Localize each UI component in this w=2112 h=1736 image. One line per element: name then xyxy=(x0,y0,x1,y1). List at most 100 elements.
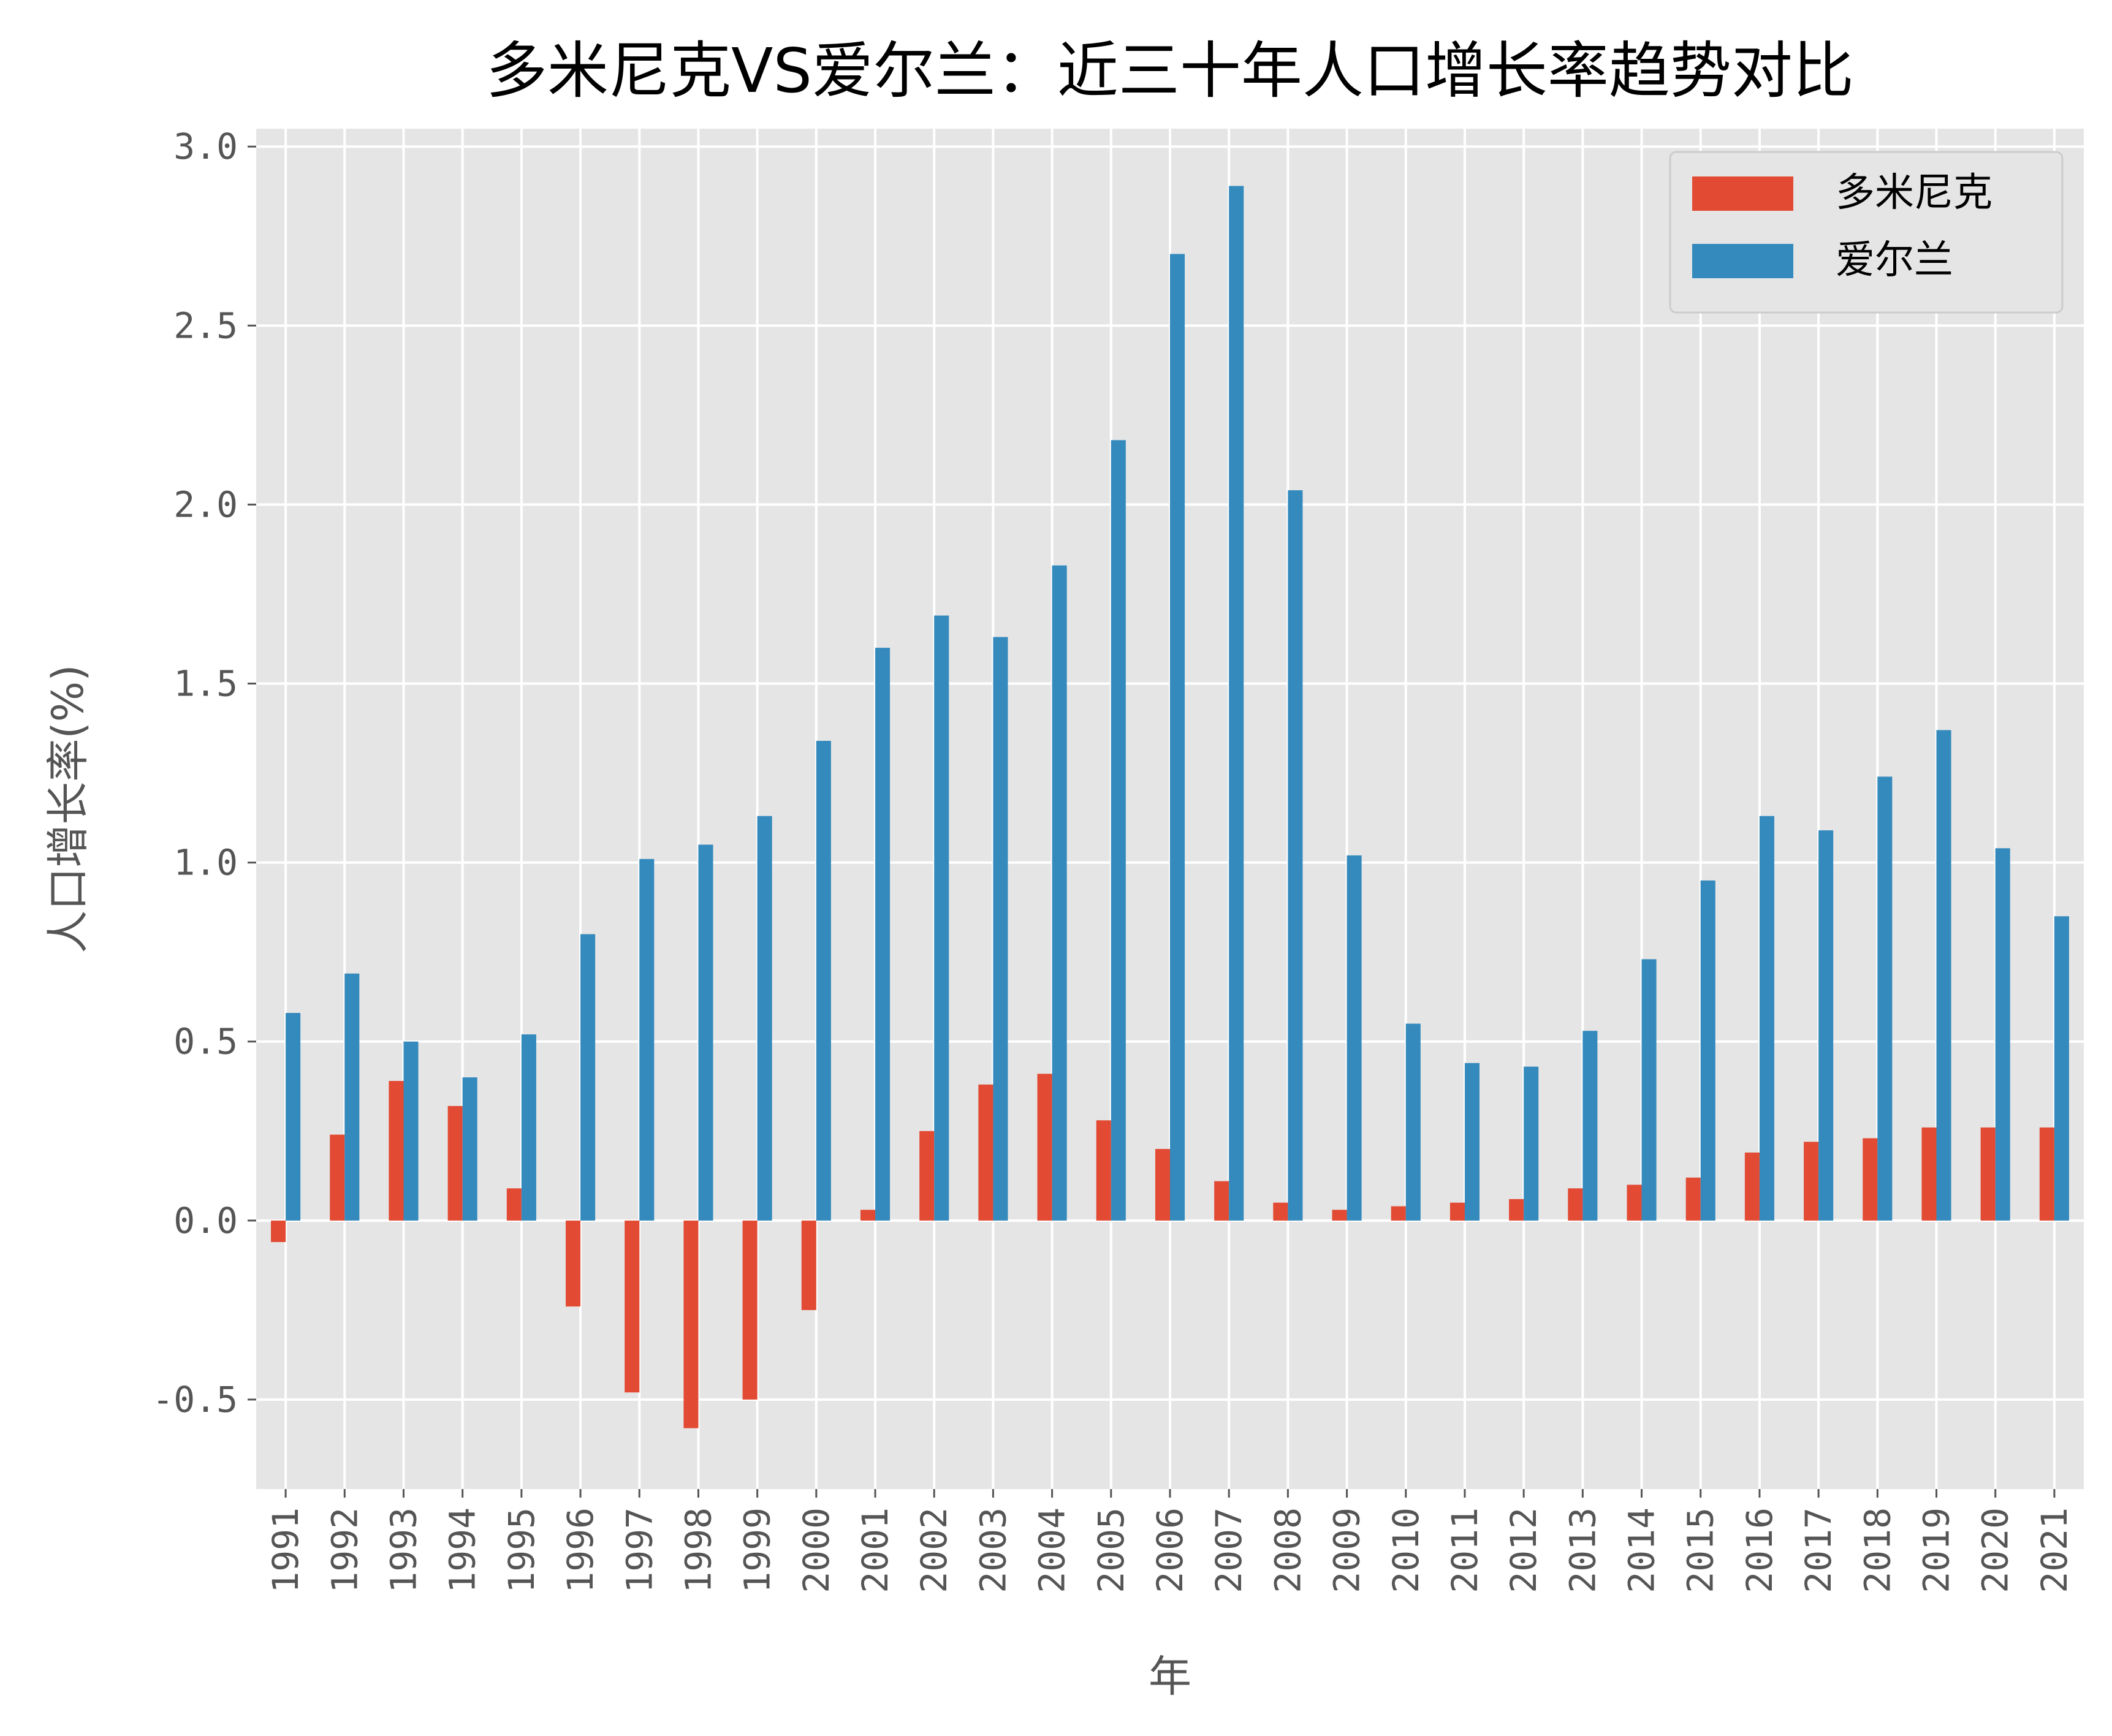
bar-ireland-1996 xyxy=(580,934,596,1221)
y-tick-label: -0.5 xyxy=(152,1379,238,1420)
x-tick-label: 2003 xyxy=(972,1507,1014,1593)
bar-ireland-2016 xyxy=(1759,816,1774,1221)
bar-dominica-1999 xyxy=(742,1220,758,1400)
bar-dominica-2017 xyxy=(1804,1142,1819,1221)
legend: 多米尼克 爱尔兰 xyxy=(1669,151,2064,314)
bar-dominica-2010 xyxy=(1391,1206,1406,1221)
bar-dominica-2014 xyxy=(1627,1184,1642,1221)
bar-dominica-1991 xyxy=(271,1220,286,1242)
y-tick-label: 3.0 xyxy=(173,126,238,167)
x-axis-label: 年 xyxy=(1149,1651,1191,1702)
bar-dominica-2000 xyxy=(801,1220,816,1310)
bar-ireland-1995 xyxy=(521,1034,536,1221)
bar-dominica-2007 xyxy=(1214,1181,1229,1221)
bar-ireland-2000 xyxy=(816,741,831,1221)
bar-dominica-1998 xyxy=(683,1220,699,1428)
y-axis-label: 人口增长率(%) xyxy=(43,664,93,953)
x-tick-label: 2000 xyxy=(796,1507,837,1593)
bar-ireland-2009 xyxy=(1347,855,1362,1221)
bar-ireland-2007 xyxy=(1229,186,1244,1221)
y-tick-label: 1.0 xyxy=(173,842,238,884)
y-tick-label: 1.5 xyxy=(173,663,238,705)
bar-dominica-1992 xyxy=(330,1134,345,1221)
bar-ireland-2020 xyxy=(1995,848,2010,1221)
legend-swatch-ireland xyxy=(1692,244,1793,278)
x-tick-label: 2016 xyxy=(1739,1507,1780,1593)
bar-ireland-2003 xyxy=(993,637,1008,1221)
x-tick-label: 2005 xyxy=(1090,1507,1132,1593)
legend-label-dominica: 多米尼克 xyxy=(1836,170,1992,216)
bar-ireland-2010 xyxy=(1405,1023,1421,1221)
bar-dominica-2021 xyxy=(2039,1127,2054,1221)
legend-label-ireland: 爱尔兰 xyxy=(1836,238,1953,283)
bar-ireland-1999 xyxy=(757,816,772,1221)
x-tick-label: 2015 xyxy=(1680,1507,1722,1593)
x-tick-label: 2001 xyxy=(854,1507,896,1593)
bar-ireland-2011 xyxy=(1464,1063,1480,1221)
bar-ireland-2017 xyxy=(1818,830,1834,1221)
x-tick-label: 2021 xyxy=(2034,1507,2075,1593)
bar-ireland-1998 xyxy=(698,844,713,1221)
bar-dominica-1996 xyxy=(566,1220,581,1307)
y-tick-label: 2.0 xyxy=(173,483,238,525)
x-tick-label: 1991 xyxy=(265,1507,306,1593)
ticks: -0.5 0.0 0.5 1.0 1.5 2.0 2.5 3.0 1991 1992 1993 199… xyxy=(152,126,2075,1593)
bar-dominica-2020 xyxy=(1980,1127,1996,1221)
x-tick-label: 2017 xyxy=(1798,1507,1839,1593)
bar-dominica-2018 xyxy=(1863,1138,1878,1221)
bar-ireland-2005 xyxy=(1111,440,1126,1221)
bar-dominica-2004 xyxy=(1037,1074,1052,1221)
bar-dominica-2001 xyxy=(860,1210,876,1221)
bar-ireland-2008 xyxy=(1288,490,1303,1221)
x-tick-label: 2010 xyxy=(1385,1507,1427,1593)
bar-dominica-2008 xyxy=(1273,1202,1288,1221)
bar-dominica-1993 xyxy=(389,1081,404,1221)
bar-ireland-1992 xyxy=(344,973,360,1221)
y-tick-label: 2.5 xyxy=(173,305,238,346)
legend-swatch-dominica xyxy=(1692,176,1793,211)
bar-dominica-1997 xyxy=(625,1220,640,1393)
x-tick-label: 2011 xyxy=(1444,1507,1486,1593)
bar-dominica-2016 xyxy=(1744,1152,1760,1221)
x-tick-label: 1995 xyxy=(501,1507,542,1593)
x-tick-label: 1994 xyxy=(442,1507,484,1593)
bar-dominica-2012 xyxy=(1509,1199,1524,1221)
x-tick-label: 1998 xyxy=(677,1507,719,1593)
bars xyxy=(271,186,2069,1428)
x-tick-label: 2007 xyxy=(1208,1507,1250,1593)
bar-dominica-2005 xyxy=(1096,1120,1111,1221)
x-tick-label: 2019 xyxy=(1916,1507,1958,1593)
chart-title: 多米尼克VS爱尔兰：近三十年人口增长率趋势对比 xyxy=(486,35,1854,107)
bar-ireland-1993 xyxy=(403,1041,419,1221)
bar-ireland-2002 xyxy=(934,615,949,1221)
x-tick-label: 1992 xyxy=(324,1507,365,1593)
bar-dominica-2015 xyxy=(1685,1177,1701,1221)
bar-dominica-2011 xyxy=(1449,1202,1465,1221)
bar-ireland-1994 xyxy=(462,1077,477,1221)
bar-ireland-2019 xyxy=(1936,730,1951,1221)
bar-dominica-2003 xyxy=(978,1084,993,1221)
bar-ireland-1991 xyxy=(286,1013,301,1221)
x-tick-label: 2014 xyxy=(1621,1507,1663,1593)
x-tick-label: 2008 xyxy=(1267,1507,1309,1593)
y-tick-label: 0.0 xyxy=(173,1200,238,1241)
bar-ireland-2001 xyxy=(875,648,891,1221)
bar-ireland-2004 xyxy=(1052,565,1067,1221)
bar-dominica-2019 xyxy=(1921,1127,1937,1221)
y-tick-label: 0.5 xyxy=(173,1021,238,1063)
bar-dominica-2006 xyxy=(1155,1149,1170,1221)
bar-ireland-2006 xyxy=(1170,254,1185,1221)
bar-dominica-2002 xyxy=(919,1131,935,1221)
x-tick-label: 1996 xyxy=(560,1507,601,1593)
x-tick-label: 1999 xyxy=(737,1507,778,1593)
bar-dominica-1995 xyxy=(506,1188,522,1221)
bar-dominica-1994 xyxy=(447,1105,463,1221)
x-tick-label: 2020 xyxy=(1975,1507,2016,1593)
x-tick-label: 2009 xyxy=(1326,1507,1368,1593)
bar-ireland-2015 xyxy=(1700,880,1715,1221)
x-tick-label: 2012 xyxy=(1503,1507,1544,1593)
bar-ireland-1997 xyxy=(639,859,655,1221)
x-tick-label: 1997 xyxy=(618,1507,660,1593)
